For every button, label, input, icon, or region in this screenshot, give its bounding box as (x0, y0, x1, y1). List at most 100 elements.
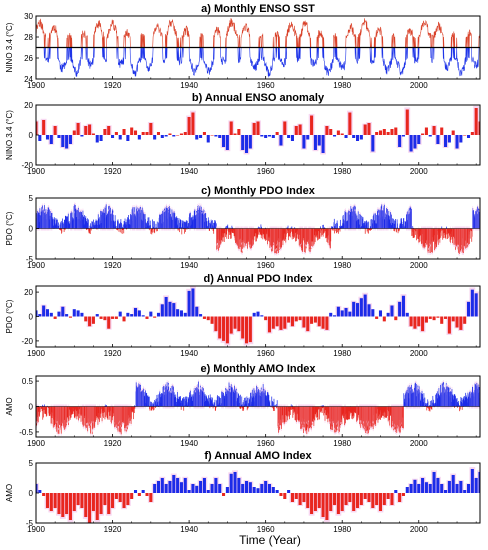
area-slice (440, 228, 442, 236)
x-tick-label: 1900 (27, 167, 45, 176)
area-slice (318, 406, 320, 410)
y-tick-label: 5 (29, 459, 34, 468)
bar (118, 135, 122, 140)
bar (325, 126, 329, 135)
area-slice (268, 395, 270, 407)
area-slice (405, 393, 406, 407)
bar (248, 316, 252, 343)
area-slice (396, 228, 397, 233)
bar (333, 493, 337, 505)
bar (336, 130, 340, 135)
area-slice (321, 406, 323, 414)
x-tick-label: 2000 (410, 261, 428, 270)
area-slice (104, 406, 106, 420)
bar (317, 493, 321, 508)
panel-f: f) Annual AMO Index AMO 1900 1920 1940 1960 19… (5, 450, 481, 534)
area-slice (193, 210, 195, 229)
area-slice (422, 393, 423, 407)
bar (355, 135, 360, 141)
bar (363, 124, 367, 135)
bar (218, 484, 222, 493)
bar (164, 296, 168, 317)
area-slice (87, 228, 89, 230)
area-slice (178, 226, 180, 229)
area-slice (331, 226, 333, 229)
area-slice (458, 405, 460, 407)
bar (352, 135, 356, 138)
area-slice (315, 228, 317, 236)
area-slice (265, 228, 267, 241)
bar (386, 312, 390, 317)
area-slice (426, 406, 428, 411)
area-slice (73, 206, 75, 229)
area-slice (469, 228, 471, 239)
bar (271, 135, 275, 138)
bar (451, 130, 455, 135)
bar (283, 121, 287, 135)
area-slice (432, 395, 434, 407)
area-slice (278, 406, 279, 433)
area-slice (320, 406, 322, 413)
area-slice (320, 228, 322, 237)
bar (413, 316, 417, 329)
area-slice (333, 218, 335, 229)
area-slice (243, 397, 245, 407)
area-slice (188, 398, 190, 407)
area-slice (272, 400, 273, 407)
bar (114, 493, 118, 499)
area-slice (45, 406, 47, 417)
bar (394, 316, 398, 321)
bar (88, 316, 92, 327)
area-slice (151, 401, 152, 407)
bar (191, 484, 195, 493)
area-slice (186, 221, 187, 229)
area-slice (153, 402, 155, 407)
area-slice (75, 406, 77, 417)
area-slice (290, 404, 292, 407)
area-slice (149, 220, 151, 229)
area-slice (273, 406, 275, 410)
bar (42, 120, 46, 135)
area-slice (261, 228, 263, 236)
area-slice (240, 404, 242, 407)
bar (444, 135, 448, 147)
area-slice (429, 400, 431, 407)
bar (222, 135, 226, 147)
area-slice (49, 406, 51, 417)
area-slice (303, 228, 305, 252)
bar (107, 493, 111, 514)
x-tick-label: 1920 (104, 81, 122, 90)
area-slice (389, 406, 391, 426)
x-tick-label: 1960 (257, 81, 275, 90)
area-slice (237, 228, 238, 246)
area-slice (391, 214, 392, 229)
area-slice (123, 228, 125, 234)
area-slice (177, 217, 179, 229)
area-slice (177, 228, 179, 231)
bar (122, 129, 126, 135)
area-slice (331, 228, 333, 231)
bar (111, 316, 115, 319)
bar (428, 484, 432, 493)
bar (38, 490, 42, 493)
area-slice (393, 228, 395, 231)
bar (191, 288, 195, 317)
area-slice (375, 213, 376, 229)
bar (313, 316, 317, 323)
x-tick-label: 1900 (27, 439, 45, 448)
bar (91, 493, 95, 511)
area-slice (247, 398, 249, 407)
area-slice (109, 406, 111, 416)
area-slice (441, 228, 442, 231)
area-slice (43, 406, 45, 410)
bar (233, 316, 237, 329)
area-slice (184, 221, 186, 229)
area-slice (49, 209, 50, 229)
bar (122, 316, 126, 322)
bar (57, 135, 61, 138)
area-slice (150, 401, 151, 407)
bar (68, 493, 72, 520)
bar (145, 132, 149, 135)
bar (363, 493, 367, 499)
area-slice (428, 406, 429, 409)
